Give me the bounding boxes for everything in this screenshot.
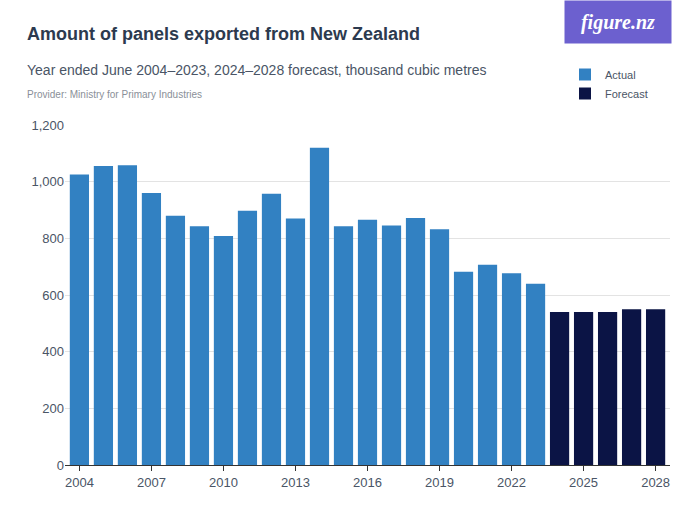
svg-text:2025: 2025 bbox=[569, 475, 598, 490]
svg-text:2019: 2019 bbox=[425, 475, 454, 490]
svg-text:400: 400 bbox=[42, 344, 64, 359]
svg-text:2013: 2013 bbox=[281, 475, 310, 490]
svg-text:Actual: Actual bbox=[605, 69, 636, 81]
svg-text:2007: 2007 bbox=[137, 475, 166, 490]
svg-text:0: 0 bbox=[57, 458, 64, 473]
svg-text:2010: 2010 bbox=[209, 475, 238, 490]
svg-text:2022: 2022 bbox=[497, 475, 526, 490]
svg-text:200: 200 bbox=[42, 401, 64, 416]
svg-text:Forecast: Forecast bbox=[605, 88, 648, 100]
svg-text:1,000: 1,000 bbox=[31, 174, 64, 189]
svg-text:Provider: Ministry for Primary: Provider: Ministry for Primary Industrie… bbox=[27, 89, 202, 100]
svg-text:600: 600 bbox=[42, 288, 64, 303]
svg-text:2016: 2016 bbox=[353, 475, 382, 490]
svg-text:Amount of panels exported from: Amount of panels exported from New Zeala… bbox=[27, 24, 420, 44]
svg-text:Year ended June 2004–2023, 202: Year ended June 2004–2023, 2024–2028 for… bbox=[27, 62, 487, 78]
svg-text:figure.nz: figure.nz bbox=[581, 11, 655, 34]
svg-text:1,200: 1,200 bbox=[31, 118, 64, 133]
svg-text:800: 800 bbox=[42, 231, 64, 246]
svg-text:2004: 2004 bbox=[65, 475, 94, 490]
svg-text:2028: 2028 bbox=[641, 475, 670, 490]
